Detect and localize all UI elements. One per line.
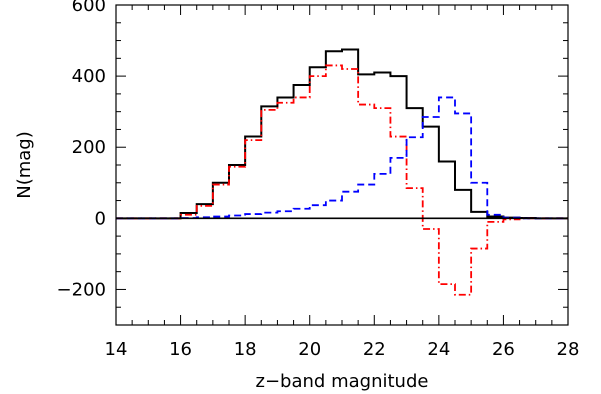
y-tick-label: 200 (72, 137, 106, 158)
plot-frame (115, 4, 569, 326)
y-axis-label: N(mag) (14, 131, 35, 199)
x-axis-ticks: 14 16 18 20 22 24 26 28 (105, 5, 580, 360)
y-tick-label: 600 (72, 0, 106, 16)
series-layer (116, 48, 568, 296)
x-tick-label: 14 (105, 339, 128, 360)
x-tick-label: 28 (557, 339, 580, 360)
x-tick-label: 22 (363, 339, 386, 360)
x-tick-label: 24 (427, 339, 450, 360)
y-tick-label: 0 (95, 208, 106, 229)
x-axis-label: z−band magnitude (256, 371, 429, 392)
x-tick-label: 26 (492, 339, 515, 360)
y-tick-label: 400 (72, 66, 106, 87)
series-1-line (116, 64, 568, 296)
x-tick-label: 20 (298, 339, 321, 360)
x-tick-label: 18 (234, 339, 257, 360)
x-tick-label: 16 (169, 339, 192, 360)
series-0-line (116, 48, 568, 220)
y-axis-ticks: −200 0 200 400 600 (57, 0, 568, 326)
series-2-line (116, 96, 568, 220)
y-tick-label: −200 (57, 279, 106, 300)
